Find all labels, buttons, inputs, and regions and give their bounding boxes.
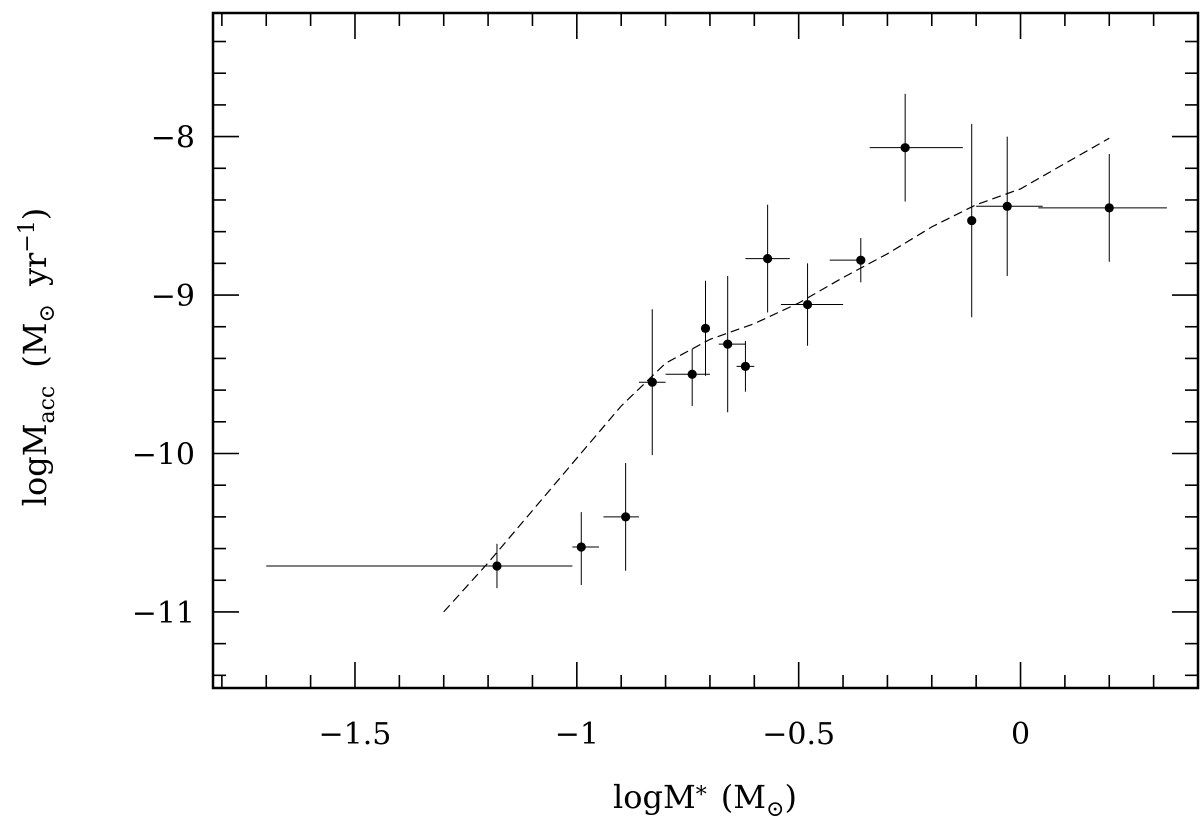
data-point	[1002, 201, 1012, 211]
data-point	[621, 512, 631, 522]
x-axis-title-unit-close: )	[784, 778, 796, 816]
data-point	[967, 215, 977, 226]
x-tick-label: −1	[555, 717, 599, 752]
data-point	[763, 253, 773, 264]
data-points-layer	[492, 143, 1114, 571]
y-tick-label: −11	[132, 596, 195, 631]
x-tick-label: −0.5	[762, 717, 835, 752]
y-axis-title: logMacc (M⊙ yr−1)	[15, 208, 60, 507]
data-point	[740, 361, 751, 371]
data-point	[576, 542, 586, 552]
y-axis-title-unit-mid: yr	[16, 252, 54, 287]
y-axis-title-main: logM	[16, 424, 54, 507]
x-axis-title-main: logM	[613, 778, 696, 816]
x-tick-label: −1.5	[319, 717, 392, 752]
data-point	[723, 339, 733, 349]
y-axis-title-unit-open: (M	[16, 322, 54, 367]
ticks-layer: −1.5 −1 −0.5 0 −11 −10 −9 −8	[132, 13, 1199, 752]
data-point	[802, 299, 813, 310]
data-point	[647, 377, 657, 387]
y-tick-label: −8	[151, 121, 195, 156]
fit-line-layer	[443, 137, 1110, 613]
data-point	[1104, 203, 1114, 213]
data-point	[687, 369, 697, 379]
x-axis-title-unit-sub: ⊙	[766, 797, 784, 822]
x-axis-title-sub: *	[696, 783, 707, 808]
x-axis-title: logM* (M⊙)	[613, 778, 797, 822]
y-tick-label: −10	[132, 437, 195, 472]
y-tick-label: −9	[151, 279, 195, 314]
fit-line	[443, 137, 1110, 613]
error-bars-layer	[266, 93, 1167, 589]
data-point	[856, 255, 866, 265]
data-point	[900, 143, 910, 153]
plot-frame	[211, 11, 1200, 690]
x-tick-label: 0	[1011, 717, 1030, 752]
x-axis-title-unit-open: (M	[721, 778, 766, 816]
y-axis-title-unit-sub: ⊙	[35, 304, 60, 322]
data-point	[492, 561, 502, 571]
y-axis-title-sub: acc	[35, 386, 60, 424]
y-axis-title-unit-close: )	[16, 208, 54, 220]
data-point	[700, 323, 711, 333]
y-axis-title-unit-sup: −1	[15, 220, 40, 252]
